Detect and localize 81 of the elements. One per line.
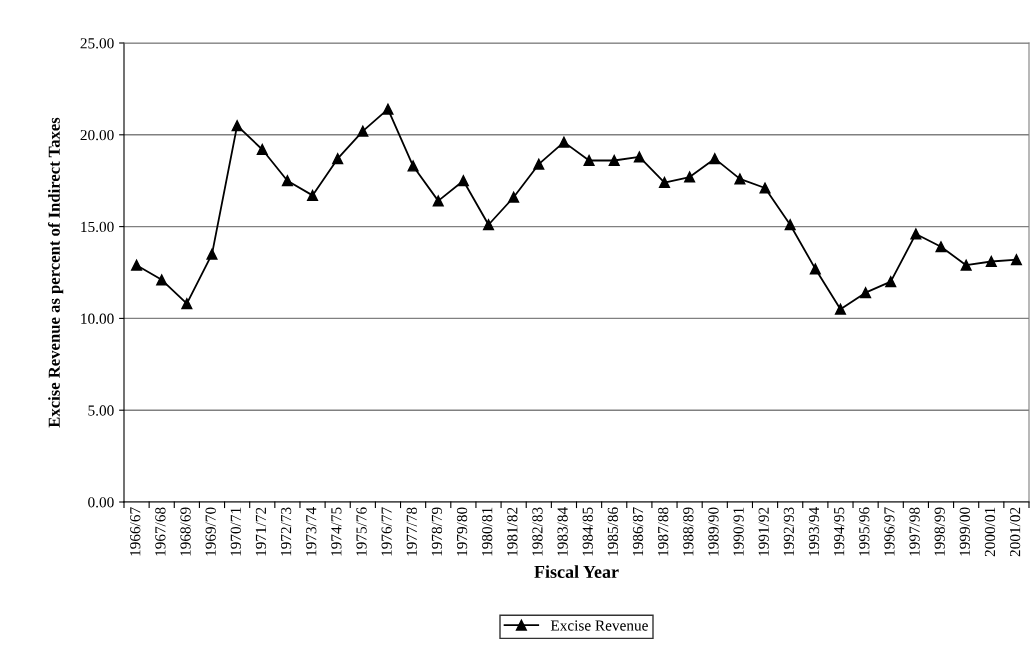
x-tick-label: 1968/69 (180, 507, 191, 556)
point (834, 303, 847, 315)
x-tick-label: 1989/90 (708, 507, 719, 556)
point (407, 160, 419, 172)
x-tick-label: 1988/89 (683, 507, 694, 556)
x-tick-label: 1995/96 (859, 507, 870, 556)
y-axis-title: Excise Revenue as percent of Indirect Taxes (47, 117, 64, 428)
point (181, 298, 193, 310)
point (960, 259, 972, 271)
point (734, 173, 746, 185)
point (332, 153, 344, 165)
x-tick-label: 1994/95 (834, 507, 845, 556)
x-tick-label: 1985/86 (607, 507, 619, 556)
x-tick-label: 1980/81 (482, 507, 493, 556)
point (633, 151, 645, 163)
point (985, 255, 997, 268)
x-axis-title: Fiscal Year (534, 565, 619, 578)
y-tick-label: 0.00 (88, 497, 114, 508)
x-tick-label: 1991/92 (758, 507, 769, 556)
legend-label: Excise Revenue (550, 620, 648, 631)
point (608, 154, 620, 167)
x-tick-label: 1973/74 (306, 507, 317, 556)
x-tick-label: 1983/84 (557, 507, 568, 556)
x-tick-label: 1998/99 (934, 507, 945, 556)
y-tick-label: 20.00 (80, 129, 114, 141)
point (281, 175, 293, 187)
x-tick-label: 1967/68 (155, 507, 166, 556)
x-tick-label: 1975/76 (356, 507, 367, 556)
point (709, 153, 721, 165)
point (357, 125, 369, 137)
point (784, 219, 796, 231)
point (885, 276, 897, 288)
x-tick-label: 1987/88 (658, 507, 669, 556)
point (206, 248, 218, 260)
x-tick-label: 1977/78 (406, 507, 417, 556)
point (382, 103, 394, 115)
x-tick-label: 1997/98 (909, 507, 920, 556)
x-tick-label: 1970/71 (230, 507, 241, 556)
point (508, 191, 520, 203)
point (432, 195, 444, 207)
x-tick-label: 1971/72 (255, 507, 267, 556)
x-tick-label: 2000/01 (984, 507, 996, 557)
point (935, 241, 947, 253)
point (910, 228, 922, 240)
y-tick-label: 5.00 (88, 405, 114, 416)
x-tick-label: 1976/77 (381, 507, 392, 556)
x-tick-label: 1990/91 (733, 507, 744, 556)
point (156, 274, 168, 286)
x-tick-label: 1993/94 (808, 507, 820, 556)
point (684, 171, 696, 183)
x-tick-label: 1972/73 (280, 507, 292, 556)
point (583, 154, 595, 167)
point (533, 158, 545, 170)
point (457, 175, 469, 187)
point (256, 143, 268, 156)
x-tick-label: 1979/80 (456, 507, 468, 556)
point (482, 219, 495, 231)
x-tick-label: 1999/00 (959, 507, 970, 556)
point (759, 182, 771, 194)
x-tick-label: 1992/93 (783, 507, 794, 556)
point (1010, 254, 1022, 266)
x-tick-label: 2001/02 (1009, 507, 1021, 557)
x-tick-label: 1996/97 (884, 507, 895, 556)
point (860, 287, 872, 299)
point (809, 263, 821, 275)
point (231, 120, 243, 132)
x-tick-label: 1969/70 (205, 507, 216, 556)
x-tick-label: 1981/82 (507, 507, 518, 556)
point (558, 136, 570, 148)
x-tick-label: 1986/87 (632, 507, 644, 556)
point (658, 176, 671, 189)
y-tick-label: 25.00 (80, 38, 114, 49)
y-tick-label: 15.00 (81, 221, 114, 233)
x-tick-label: 1966/67 (130, 507, 141, 556)
point (306, 189, 319, 201)
point (131, 259, 143, 271)
x-tick-label: 1982/83 (532, 507, 543, 556)
x-tick-label: 1974/75 (331, 507, 342, 556)
x-tick-label: 1978/79 (431, 507, 443, 556)
x-tick-label: 1984/85 (582, 507, 593, 556)
y-tick-label: 10.00 (81, 313, 114, 324)
